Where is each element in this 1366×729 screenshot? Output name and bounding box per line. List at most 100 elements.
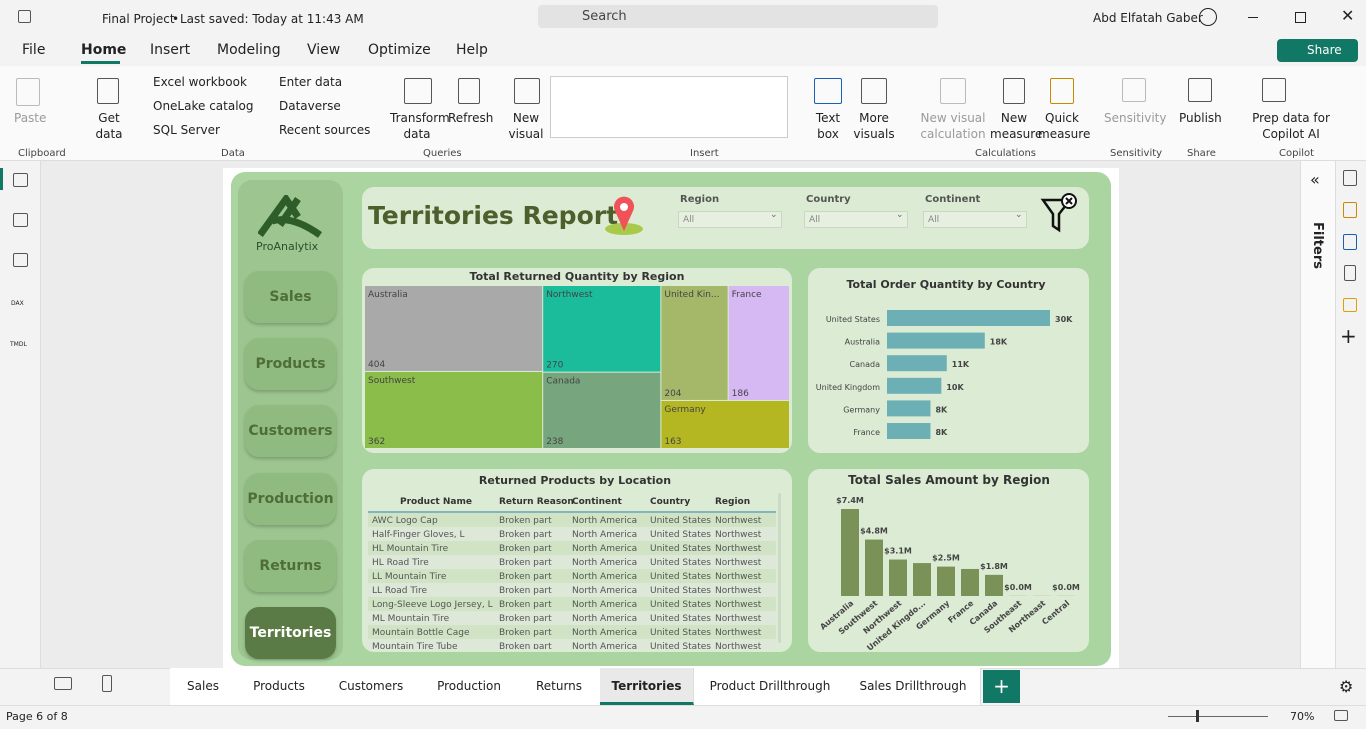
page-tab[interactable]: Territories xyxy=(600,668,694,705)
slicer-dropdown[interactable]: All xyxy=(804,211,908,228)
treemap-label: Germany xyxy=(664,405,706,415)
bookmarks-icon[interactable] xyxy=(1344,265,1356,281)
nav-button[interactable]: Sales xyxy=(245,271,336,323)
clear-filters-button[interactable] xyxy=(1040,192,1080,234)
category-label: Central xyxy=(1040,598,1071,626)
sensitivity-button[interactable]: Sensitivity xyxy=(1104,110,1166,126)
nav-button[interactable]: Territories xyxy=(245,607,336,659)
paste-button[interactable]: Paste xyxy=(14,110,46,126)
last-saved[interactable]: Last saved: Today at 11:43 AM xyxy=(180,12,364,26)
menu-item[interactable]: View xyxy=(307,42,340,58)
add-pane[interactable]: + xyxy=(1340,324,1357,348)
table-cell: Broken part xyxy=(499,544,552,554)
report-view-icon[interactable] xyxy=(13,173,28,187)
page-tab[interactable]: Sales xyxy=(170,668,237,705)
page-tab[interactable]: Returns xyxy=(518,668,601,705)
table-view-icon[interactable] xyxy=(13,213,28,227)
treemap-label: Canada xyxy=(546,377,580,387)
text-box-button[interactable]: Text box xyxy=(813,110,843,142)
treemap-value: 404 xyxy=(368,360,385,370)
nav-button[interactable]: Returns xyxy=(245,540,336,592)
page-tab[interactable]: Production xyxy=(420,668,519,705)
column xyxy=(985,575,1003,596)
page-tab[interactable]: Sales Drillthrough xyxy=(846,668,981,705)
sql-button[interactable]: SQL Server xyxy=(153,123,220,137)
enter-data-button[interactable]: Enter data xyxy=(279,75,342,89)
nav-button[interactable]: Products xyxy=(245,338,336,390)
excel-button[interactable]: Excel workbook xyxy=(153,75,247,89)
table-cell: United States xyxy=(650,544,711,554)
collapse-filters[interactable]: « xyxy=(1310,170,1320,189)
table-cell: North America xyxy=(572,600,637,610)
nav-button[interactable]: Customers xyxy=(245,405,336,457)
prep-copilot-button[interactable]: Prep data for Copilot AI xyxy=(1236,110,1346,142)
maximize-button[interactable] xyxy=(1295,12,1306,23)
table-cell: United States xyxy=(650,516,711,526)
selection-icon[interactable] xyxy=(1343,298,1357,312)
table-cell: Broken part xyxy=(499,628,552,638)
close-button[interactable]: ✕ xyxy=(1341,6,1354,25)
page-tab[interactable]: Products xyxy=(236,668,323,705)
table-cell: Northwest xyxy=(715,530,762,540)
minimize-button[interactable] xyxy=(1248,17,1258,18)
group-label: Queries xyxy=(423,148,462,159)
visual-calc-button[interactable]: New visual calculation xyxy=(918,110,988,142)
format-pane-icon[interactable] xyxy=(1343,202,1357,218)
user-name: Abd Elfatah Gaber xyxy=(1093,11,1203,25)
paste-icon xyxy=(16,78,40,106)
data-label: $1.8M xyxy=(980,562,1008,571)
transform-button[interactable]: Transform data xyxy=(390,110,444,142)
column-header: Product Name xyxy=(400,497,472,507)
add-page-button[interactable]: + xyxy=(983,670,1020,703)
user-avatar[interactable] xyxy=(1199,8,1217,26)
new-measure-button[interactable]: New measure xyxy=(990,110,1038,142)
tmdl-view-icon[interactable]: TMDL xyxy=(10,341,27,348)
table-cell: North America xyxy=(572,586,637,596)
recent-sources-button[interactable]: Recent sources xyxy=(279,123,370,137)
slicer-dropdown[interactable]: All xyxy=(923,211,1027,228)
quick-measure-button[interactable]: Quick measure xyxy=(1038,110,1086,142)
save-icon[interactable] xyxy=(18,10,31,23)
desktop-layout[interactable] xyxy=(54,677,72,690)
model-view-icon[interactable] xyxy=(13,253,28,267)
dax-view-icon[interactable]: DAX xyxy=(11,300,24,307)
sensitivity-icon xyxy=(1122,78,1146,102)
transform-icon xyxy=(404,78,432,104)
onelake-button[interactable]: OneLake catalog xyxy=(153,99,254,113)
mobile-layout[interactable] xyxy=(102,675,112,692)
page-tab[interactable]: Customers xyxy=(322,668,421,705)
slicer-dropdown[interactable]: All xyxy=(678,211,782,228)
menu-item[interactable]: Help xyxy=(456,42,488,58)
new-visual-button[interactable]: New visual xyxy=(508,110,544,142)
location-icon xyxy=(602,195,646,239)
data-pane-icon[interactable] xyxy=(1343,170,1357,186)
category-label: Australia xyxy=(845,338,880,347)
more-visuals-button[interactable]: More visuals xyxy=(849,110,899,142)
menu-item[interactable]: File xyxy=(22,42,45,58)
bar xyxy=(887,355,947,371)
zoom-level: 70% xyxy=(1290,710,1314,723)
data-label: 8K xyxy=(935,405,948,414)
page-tab[interactable]: Product Drillthrough xyxy=(694,668,847,705)
visual-calc-icon xyxy=(940,78,966,104)
chart-title: Total Sales Amount by Region xyxy=(848,473,1050,487)
publish-button[interactable]: Publish xyxy=(1179,110,1222,126)
refresh-button[interactable]: Refresh xyxy=(448,110,493,126)
zoom-thumb[interactable] xyxy=(1196,710,1199,722)
menu-item[interactable]: Optimize xyxy=(368,42,431,58)
dataverse-button[interactable]: Dataverse xyxy=(279,99,341,113)
fit-page-button[interactable] xyxy=(1334,710,1348,721)
filters-label[interactable]: Filters xyxy=(1310,222,1325,269)
menu-item[interactable]: Home xyxy=(81,42,126,58)
menu-item[interactable]: Modeling xyxy=(217,42,281,58)
get-data-button[interactable]: Get data xyxy=(90,110,128,142)
build-pane-icon[interactable] xyxy=(1343,234,1357,250)
visual-gallery[interactable] xyxy=(550,76,788,138)
zoom-slider[interactable] xyxy=(1168,716,1268,717)
settings-icon[interactable]: ⚙ xyxy=(1339,677,1353,696)
nav-button[interactable]: Production xyxy=(245,473,336,525)
menu-item[interactable]: Insert xyxy=(150,42,190,58)
table-cell: Half-Finger Gloves, L xyxy=(372,530,465,540)
